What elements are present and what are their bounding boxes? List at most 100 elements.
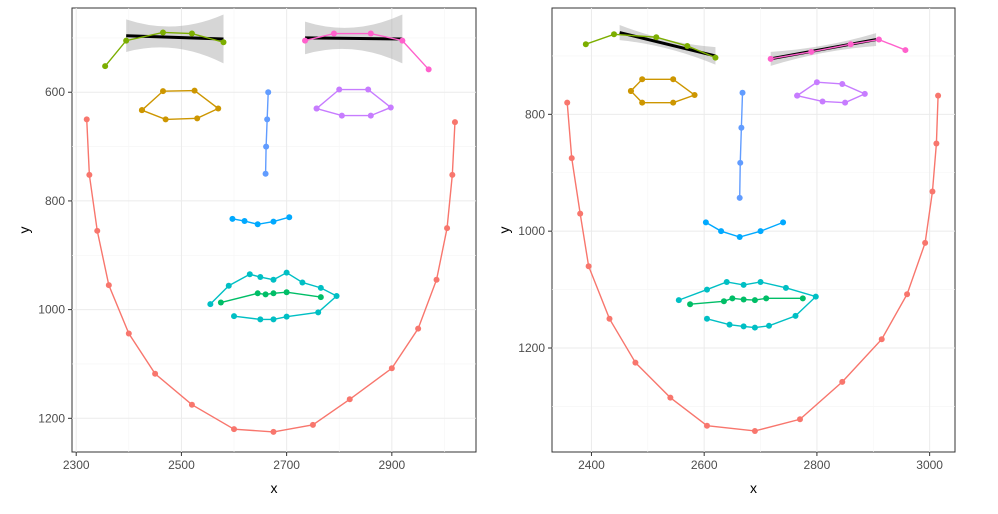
- data-point: [220, 39, 227, 46]
- data-point: [653, 34, 660, 41]
- data-point: [188, 30, 195, 37]
- data-point: [449, 171, 456, 178]
- data-point: [451, 119, 458, 126]
- data-point: [577, 210, 584, 217]
- x-tick-label: 2600: [691, 458, 718, 472]
- data-point: [262, 170, 269, 177]
- data-point: [839, 378, 846, 385]
- data-point: [194, 115, 201, 122]
- data-point: [739, 89, 746, 96]
- data-point: [399, 37, 406, 44]
- data-point: [254, 290, 261, 297]
- data-point: [861, 90, 868, 97]
- data-point: [94, 227, 101, 234]
- data-point: [639, 76, 646, 83]
- data-point: [367, 30, 374, 37]
- data-point: [299, 279, 306, 286]
- data-point: [842, 99, 849, 106]
- data-point: [639, 99, 646, 106]
- data-point: [819, 98, 826, 105]
- x-tick-label: 2300: [63, 458, 90, 472]
- data-point: [847, 41, 854, 48]
- data-point: [317, 284, 324, 291]
- data-point: [736, 234, 743, 241]
- data-point: [736, 194, 743, 201]
- data-point: [123, 37, 130, 44]
- data-point: [766, 322, 772, 329]
- data-point: [283, 313, 290, 320]
- data-point: [712, 54, 719, 61]
- data-point: [160, 88, 167, 95]
- data-point: [270, 316, 277, 323]
- data-point: [740, 323, 747, 330]
- data-point: [367, 112, 374, 119]
- data-point: [302, 37, 309, 44]
- data-point: [568, 155, 575, 162]
- data-point: [763, 295, 770, 302]
- data-point: [729, 295, 736, 302]
- y-axis-title: y: [496, 227, 512, 234]
- y-axis-title: y: [16, 227, 32, 234]
- data-point: [808, 48, 815, 55]
- y-tick-label: 1000: [518, 224, 545, 238]
- data-point: [704, 315, 710, 322]
- data-point: [105, 282, 112, 289]
- data-point: [740, 281, 747, 288]
- x-axis-title: x: [750, 480, 757, 496]
- data-point: [670, 76, 677, 83]
- data-point: [922, 239, 929, 246]
- x-tick-label: 2500: [168, 458, 195, 472]
- data-point: [207, 301, 214, 308]
- data-point: [138, 107, 145, 114]
- data-point: [263, 143, 270, 150]
- data-point: [585, 263, 592, 270]
- data-point: [338, 112, 345, 119]
- data-point: [726, 321, 733, 328]
- data-point: [751, 427, 758, 434]
- data-point: [751, 324, 758, 331]
- data-point: [365, 86, 372, 93]
- chart-panel-2: 2400 2600 2800 3000 800 1000 1200 x y: [496, 7, 956, 496]
- y-tick-label: 1200: [38, 411, 65, 425]
- data-point: [606, 315, 613, 322]
- x-tick-label: 2900: [378, 458, 405, 472]
- data-point: [670, 99, 677, 106]
- plot-panel: [551, 7, 956, 453]
- data-point: [757, 228, 764, 235]
- data-point: [215, 105, 222, 112]
- data-point: [751, 297, 758, 304]
- x-tick-label: 2700: [273, 458, 300, 472]
- data-point: [687, 301, 694, 308]
- data-point: [162, 116, 169, 123]
- data-point: [425, 66, 432, 73]
- data-point: [336, 86, 343, 93]
- data-point: [797, 416, 803, 423]
- data-point: [902, 47, 909, 54]
- data-point: [675, 297, 682, 304]
- data-point: [315, 309, 322, 316]
- data-point: [933, 140, 940, 147]
- data-point: [929, 188, 936, 195]
- y-tick-label: 1000: [38, 303, 65, 317]
- data-point: [415, 325, 422, 332]
- fit-line-2: [305, 36, 403, 41]
- data-point: [780, 219, 787, 226]
- data-point: [83, 116, 90, 123]
- data-point: [794, 92, 801, 99]
- y-tick-label: 1200: [518, 341, 545, 355]
- data-point: [691, 92, 698, 99]
- data-point: [904, 291, 911, 298]
- data-point: [262, 291, 269, 298]
- data-point: [387, 104, 394, 111]
- data-point: [737, 159, 744, 166]
- x-tick-label: 2400: [578, 458, 605, 472]
- data-point: [935, 92, 942, 99]
- data-point: [102, 63, 109, 70]
- data-point: [160, 29, 167, 36]
- data-point: [792, 312, 799, 319]
- data-point: [564, 99, 571, 106]
- chart-panel-1: 2300 2500 2700 2900 600 800 1000 1200 x y: [16, 7, 477, 496]
- data-point: [740, 296, 747, 303]
- data-point: [283, 269, 290, 276]
- data-point: [317, 294, 324, 301]
